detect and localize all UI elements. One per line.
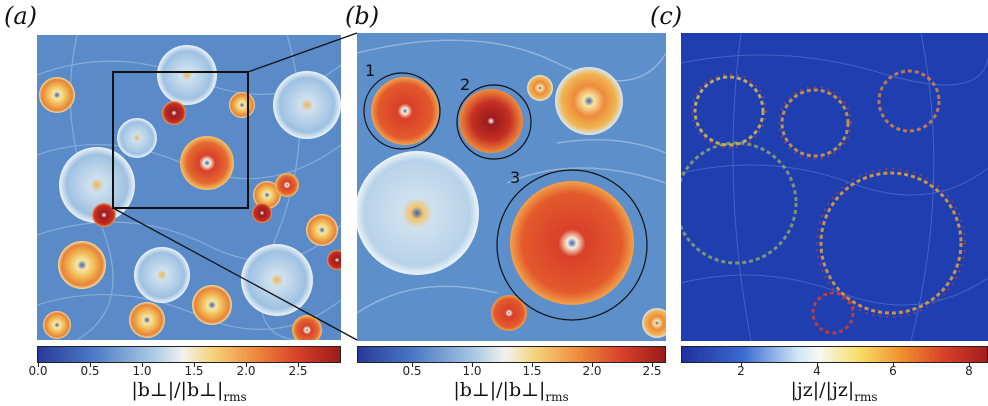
colorbar-a-label: |b⊥|/|b⊥|rms [131,379,247,404]
colorbar-c [681,346,988,363]
colorbar-c-tick: 6 [889,364,897,378]
field-image-c [681,33,988,341]
colorbar-b-tick: 2.5 [642,364,662,378]
colorbar-a [37,346,341,363]
colorbar-b-label: |b⊥|/|b⊥|rms [453,379,569,404]
vortex-label-3: 3 [510,168,520,187]
colorbar-c-label: |jz|/|jz|rms [790,379,878,404]
colorbar-a-tick: 1.0 [132,364,152,378]
colorbar-b [357,346,666,363]
colorbar-c-tick: 4 [813,364,821,378]
colorbar-a-tick: 2.5 [288,364,308,378]
panel-label-b: (b) [345,2,380,30]
colorbar-a-tick: 0.5 [80,364,100,378]
colorbar-b-tick: 0.5 [402,364,422,378]
field-image-a [37,35,341,340]
vortex-label-2: 2 [460,75,470,94]
vortex-label-1: 1 [365,61,375,80]
colorbar-b-tick: 2.0 [582,364,602,378]
colorbar-a-tick: 2.0 [236,364,256,378]
colorbar-b-tick: 1.5 [522,364,542,378]
panel-label-a: (a) [4,2,38,30]
colorbar-a-tick: 1.5 [184,364,204,378]
field-image-b: 1 2 3 [357,33,666,341]
colorbar-c-tick: 2 [737,364,745,378]
panel-label-c: (c) [650,2,683,30]
colorbar-b-tick: 1.0 [462,364,482,378]
colorbar-c-tick: 8 [965,364,973,378]
colorbar-a-tick: 0.0 [28,364,48,378]
